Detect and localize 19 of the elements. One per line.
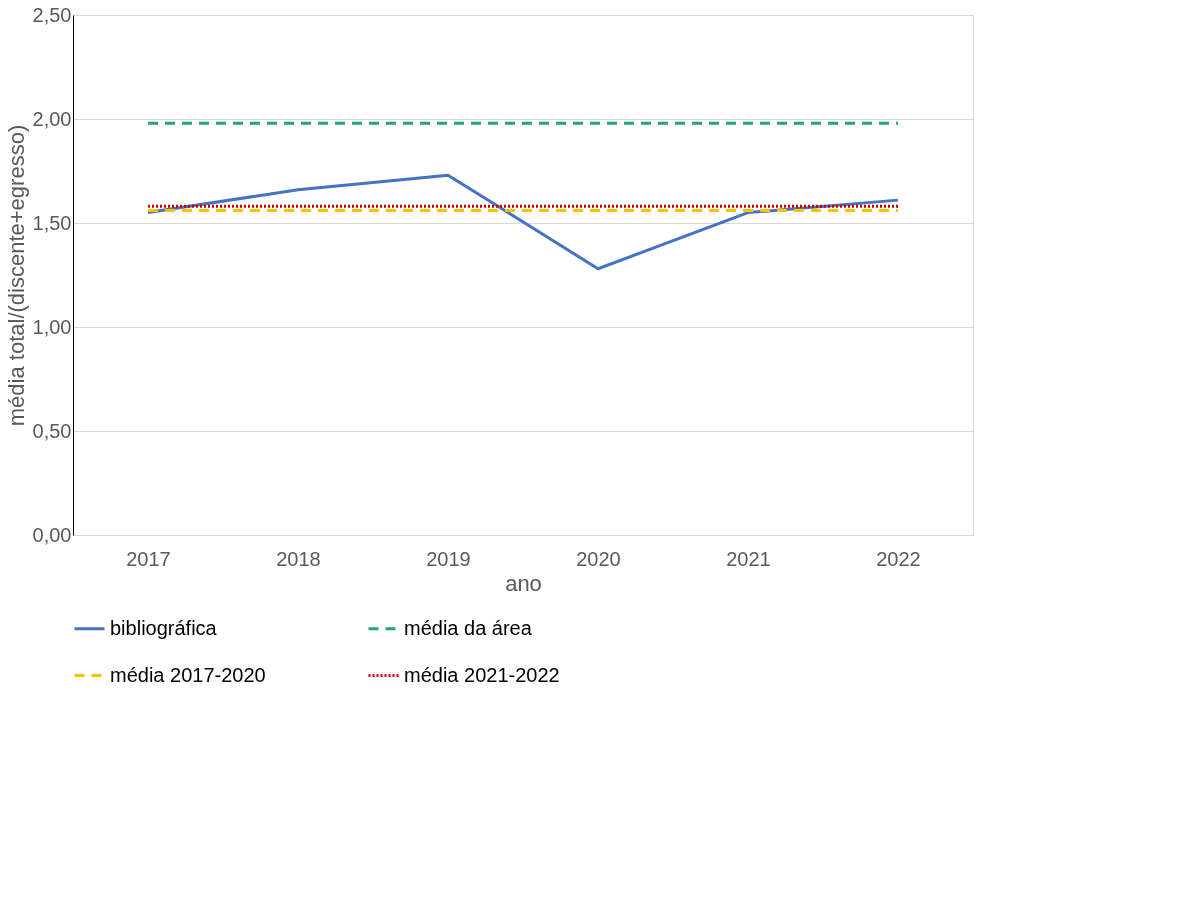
y-tick-label: 2,00 [32,107,72,130]
x-tick-label: 2022 [876,547,921,570]
x-tick-label: 2020 [576,547,621,570]
legend-label: média da área [404,616,533,639]
x-tick-label: 2019 [426,547,471,570]
x-axis-title: ano [505,570,542,596]
y-axis-title: média total/(discente+egresso) [3,124,29,427]
x-tick-label: 2021 [726,547,771,570]
y-tick-label: 0,00 [32,523,72,546]
legend-label: média 2021-2022 [404,663,560,686]
x-tick-label: 2018 [276,547,321,570]
y-tick-label: 0,50 [32,419,72,442]
y-tick-label: 1,50 [32,211,72,234]
x-tick-label: 2017 [126,547,171,570]
line-series [146,173,900,271]
y-tick-label: 2,50 [32,3,72,26]
legend-label: bibliográfica [110,616,218,639]
y-tick-label: 1,00 [32,315,72,338]
legend-label: média 2017-2020 [110,663,266,686]
